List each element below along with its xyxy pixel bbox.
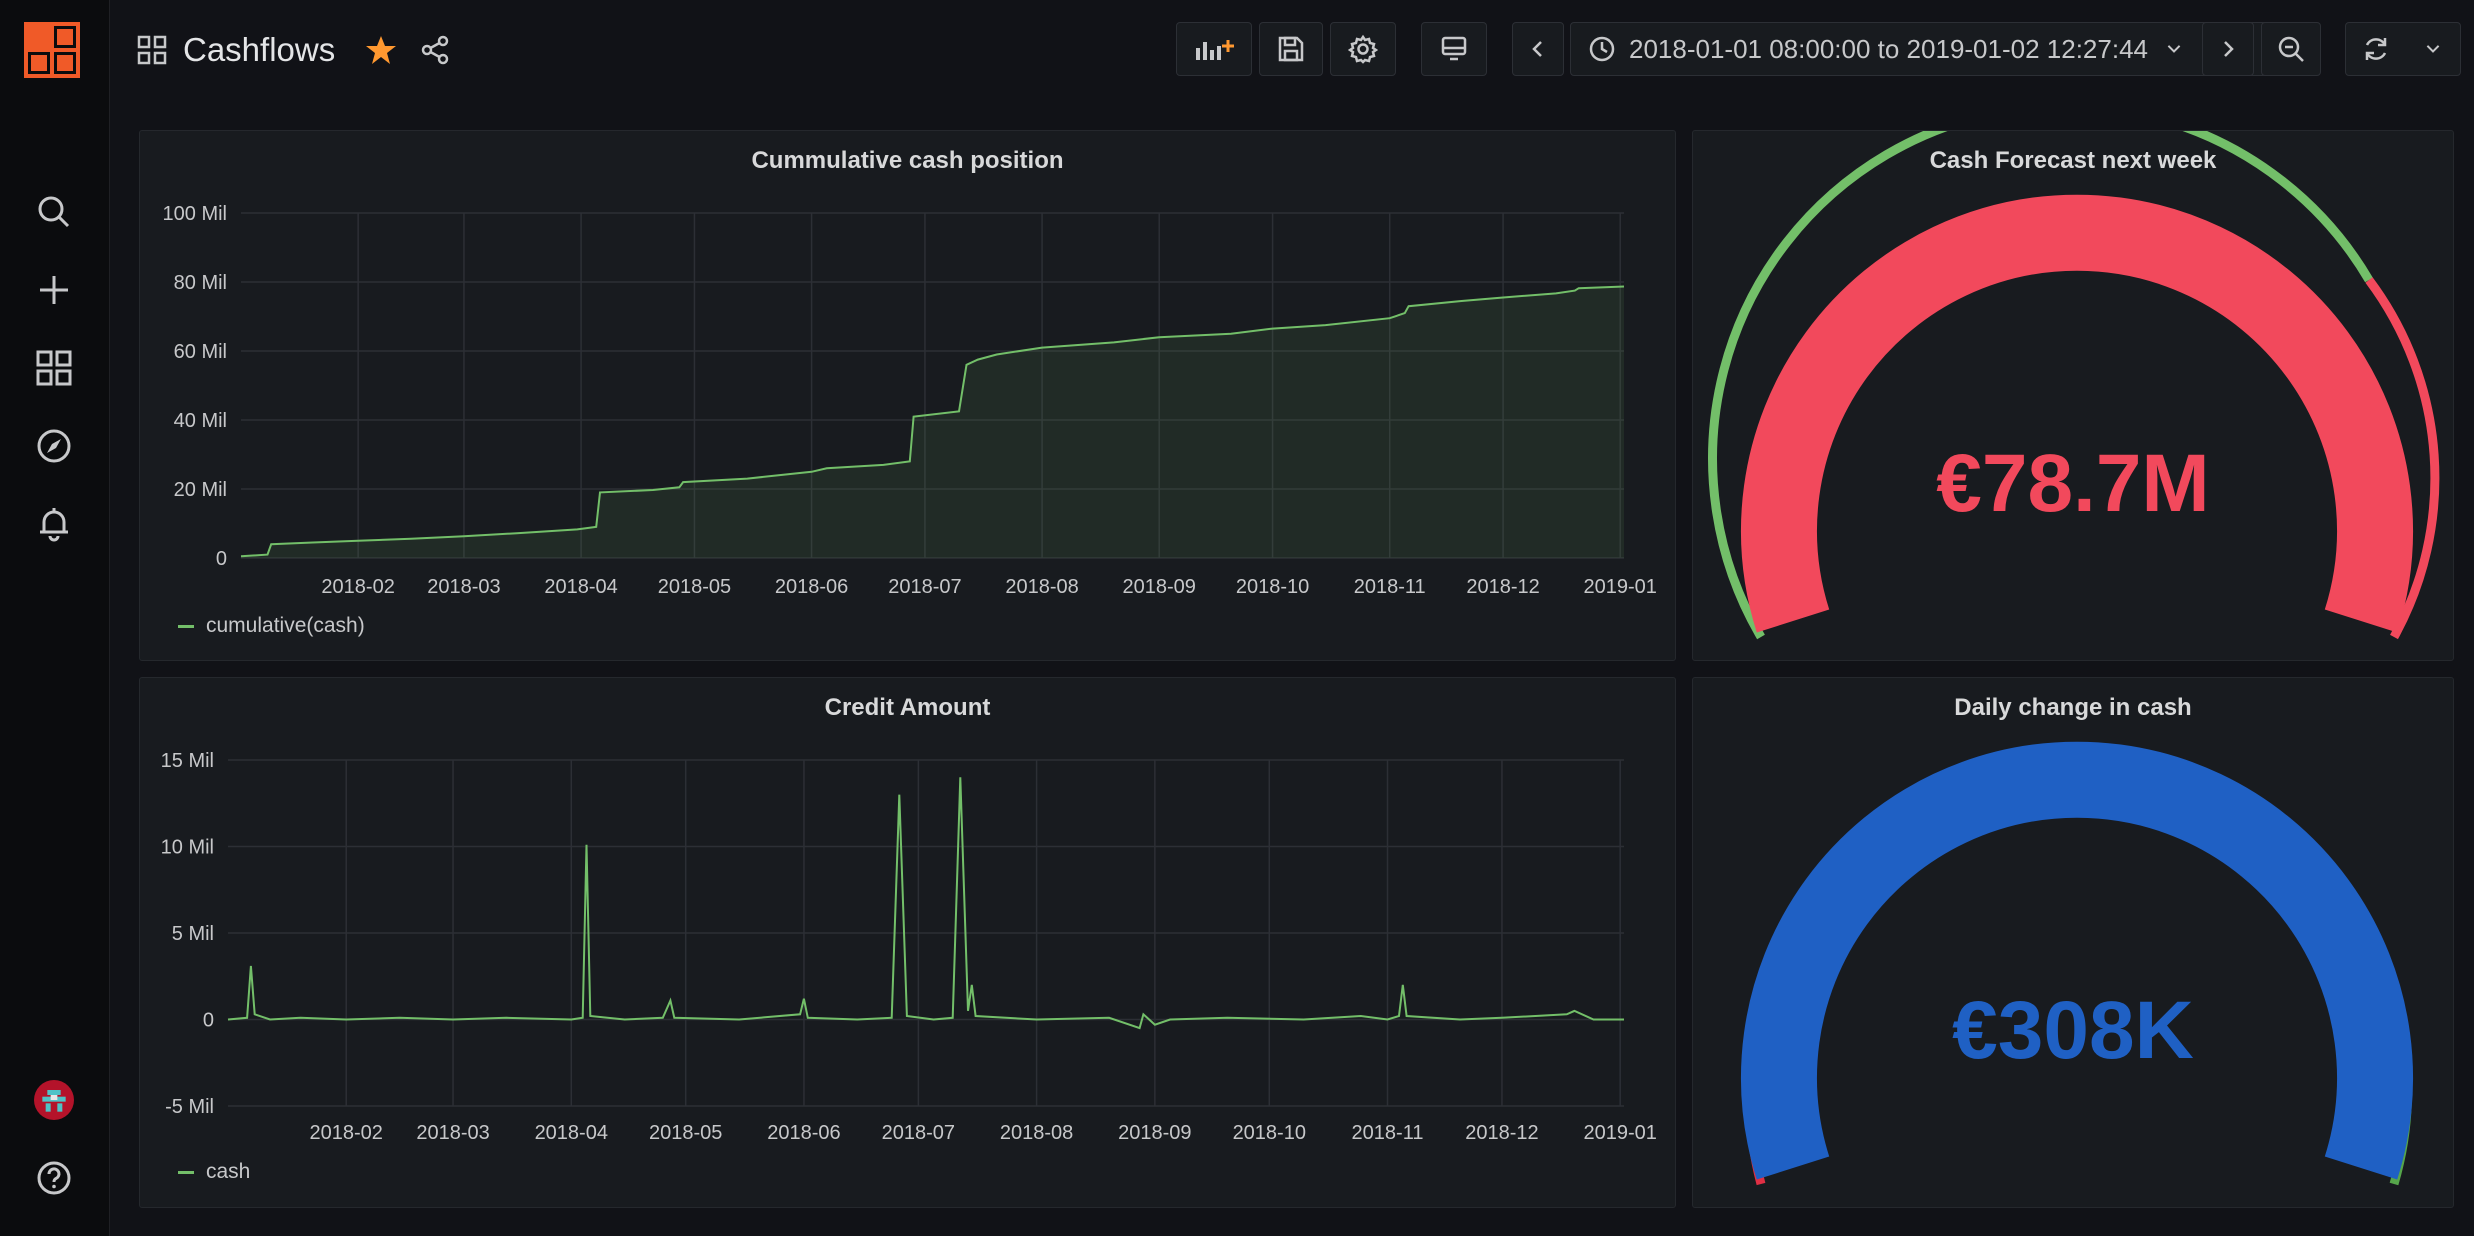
y-tick-label: -5 Mil [165,1096,214,1118]
panel-title[interactable]: Daily change in cash [1954,694,2192,721]
x-tick-label: 2018-02 [310,1122,383,1144]
cumulative-cash-panel: Cummulative cash position 0 20 Mil 40 Mil 6… [139,130,1676,661]
y-tick-label: 100 Mil [163,203,227,225]
series-line [227,777,1624,1030]
x-tick-label: 2018-05 [649,1122,722,1144]
chevron-down-icon [2167,45,2181,53]
dashboard-header: Cashflows [137,28,451,72]
cash-forecast-panel: Cash Forecast next week €78.7M [1692,130,2454,661]
add-panel-button[interactable] [1176,22,1252,76]
y-tick-label: 0 [216,548,227,570]
x-tick-label: 2018-09 [1118,1122,1191,1144]
series-area [241,286,1624,558]
gauge-value-arc [1741,741,2413,1180]
x-tick-label: 2018-07 [882,1122,955,1144]
series-line [240,285,1625,558]
zoom-out-button[interactable] [2261,22,2321,76]
plus-icon[interactable] [30,266,78,314]
gauge-value: €308K [1952,985,2194,1076]
zoom-out-icon [2278,36,2304,62]
x-tick-label: 2018-08 [1005,576,1078,598]
tv-mode-button[interactable] [1421,22,1487,76]
panel-title[interactable]: Cash Forecast next week [1929,147,2217,174]
clock-icon [1589,36,1615,62]
daily-change-panel: Daily change in cash €308K [1692,677,2454,1208]
legend-item[interactable]: cash [178,1160,250,1184]
x-tick-label: 2018-04 [544,576,617,598]
daily-change-gauge[interactable] [1693,678,2455,1209]
settings-button[interactable] [1330,22,1396,76]
chevron-right-icon [2224,41,2234,57]
x-tick-label: 2018-10 [1233,1122,1306,1144]
add-panel-icon [1196,40,1234,60]
y-tick-label: 20 Mil [174,479,227,501]
bell-icon[interactable] [30,500,78,548]
y-tick-label: 80 Mil [174,272,227,294]
x-tick-label: 2019-01 [1584,576,1657,598]
chevron-down-icon [2426,45,2440,53]
save-dashboard-button[interactable] [1259,22,1323,76]
legend-label: cash [206,1160,251,1183]
x-tick-label: 2018-08 [1000,1122,1073,1144]
compass-icon[interactable] [30,422,78,470]
credit-amount-chart[interactable]: -5 Mil 0 5 Mil 10 Mil 15 Mil 2018-02 2018-03 20… [140,678,1677,1209]
legend-swatch [178,624,194,628]
avatar[interactable] [30,1076,78,1124]
y-tick-label: 15 Mil [161,750,214,772]
refresh-button[interactable] [2345,22,2461,76]
monitor-icon [1441,36,1467,61]
gauge-threshold-red [2365,277,2440,640]
refresh-icon [2365,38,2387,60]
panel-title[interactable]: Cummulative cash position [751,147,1064,174]
top-bar: Cashflows 2018-01-01 08:00:00 to 2019-01… [109,0,2474,100]
gauge-threshold-green [1707,131,2373,640]
y-tick-label: 5 Mil [172,923,214,945]
time-range-picker[interactable]: 2018-01-01 08:00:00 to 2019-01-02 12:27:… [1570,22,2299,76]
legend-item[interactable]: cumulative(cash) [178,614,365,638]
dashboard-grid-icon [137,35,167,65]
x-tick-label: 2018-12 [1466,576,1539,598]
gear-icon [1348,34,1378,64]
x-tick-label: 2018-09 [1123,576,1196,598]
save-icon [1278,36,1304,62]
x-tick-label: 2018-12 [1465,1122,1538,1144]
time-range-label: 2018-01-01 08:00:00 to 2019-01-02 12:27:… [1629,33,2148,64]
chevron-left-icon [1532,41,1542,57]
cumulative-cash-chart[interactable]: 0 20 Mil 40 Mil 60 Mil 80 Mil 100 Mil 2018-02 2… [140,131,1677,662]
legend-label: cumulative(cash) [206,614,365,637]
grafana-logo-icon[interactable] [24,22,80,78]
x-tick-label: 2018-03 [427,576,500,598]
y-tick-label: 40 Mil [174,410,227,432]
forecast-gauge[interactable] [1693,131,2455,662]
time-shift-forward-button[interactable] [2202,22,2254,76]
y-tick-label: 0 [203,1010,214,1032]
x-tick-label: 2018-02 [321,576,394,598]
x-tick-label: 2018-03 [416,1122,489,1144]
x-tick-label: 2019-01 [1583,1122,1656,1144]
gauge-value-arc [1741,194,2413,633]
help-icon[interactable] [30,1154,78,1202]
x-tick-label: 2018-10 [1236,576,1309,598]
x-tick-label: 2018-04 [535,1122,608,1144]
star-icon[interactable] [365,34,397,66]
sidebar [0,0,110,1236]
credit-amount-panel: Credit Amount -5 Mil 0 5 Mil 10 Mil 15 Mil 20… [139,677,1676,1208]
dashboard-title[interactable]: Cashflows [183,31,336,68]
y-tick-label: 10 Mil [161,837,214,859]
x-tick-label: 2018-06 [775,576,848,598]
search-icon[interactable] [30,188,78,236]
x-tick-label: 2018-05 [658,576,731,598]
x-tick-label: 2018-11 [1354,576,1426,598]
x-tick-label: 2018-11 [1352,1122,1424,1144]
x-tick-label: 2018-07 [888,576,961,598]
share-icon[interactable] [419,34,451,66]
panel-title[interactable]: Credit Amount [824,694,991,721]
gauge-value: €78.7M [1936,438,2210,529]
x-tick-label: 2018-06 [767,1122,840,1144]
grid-icon[interactable] [30,344,78,392]
y-tick-label: 60 Mil [174,341,227,363]
legend-swatch [178,1170,194,1174]
time-shift-back-button[interactable] [1512,22,1564,76]
